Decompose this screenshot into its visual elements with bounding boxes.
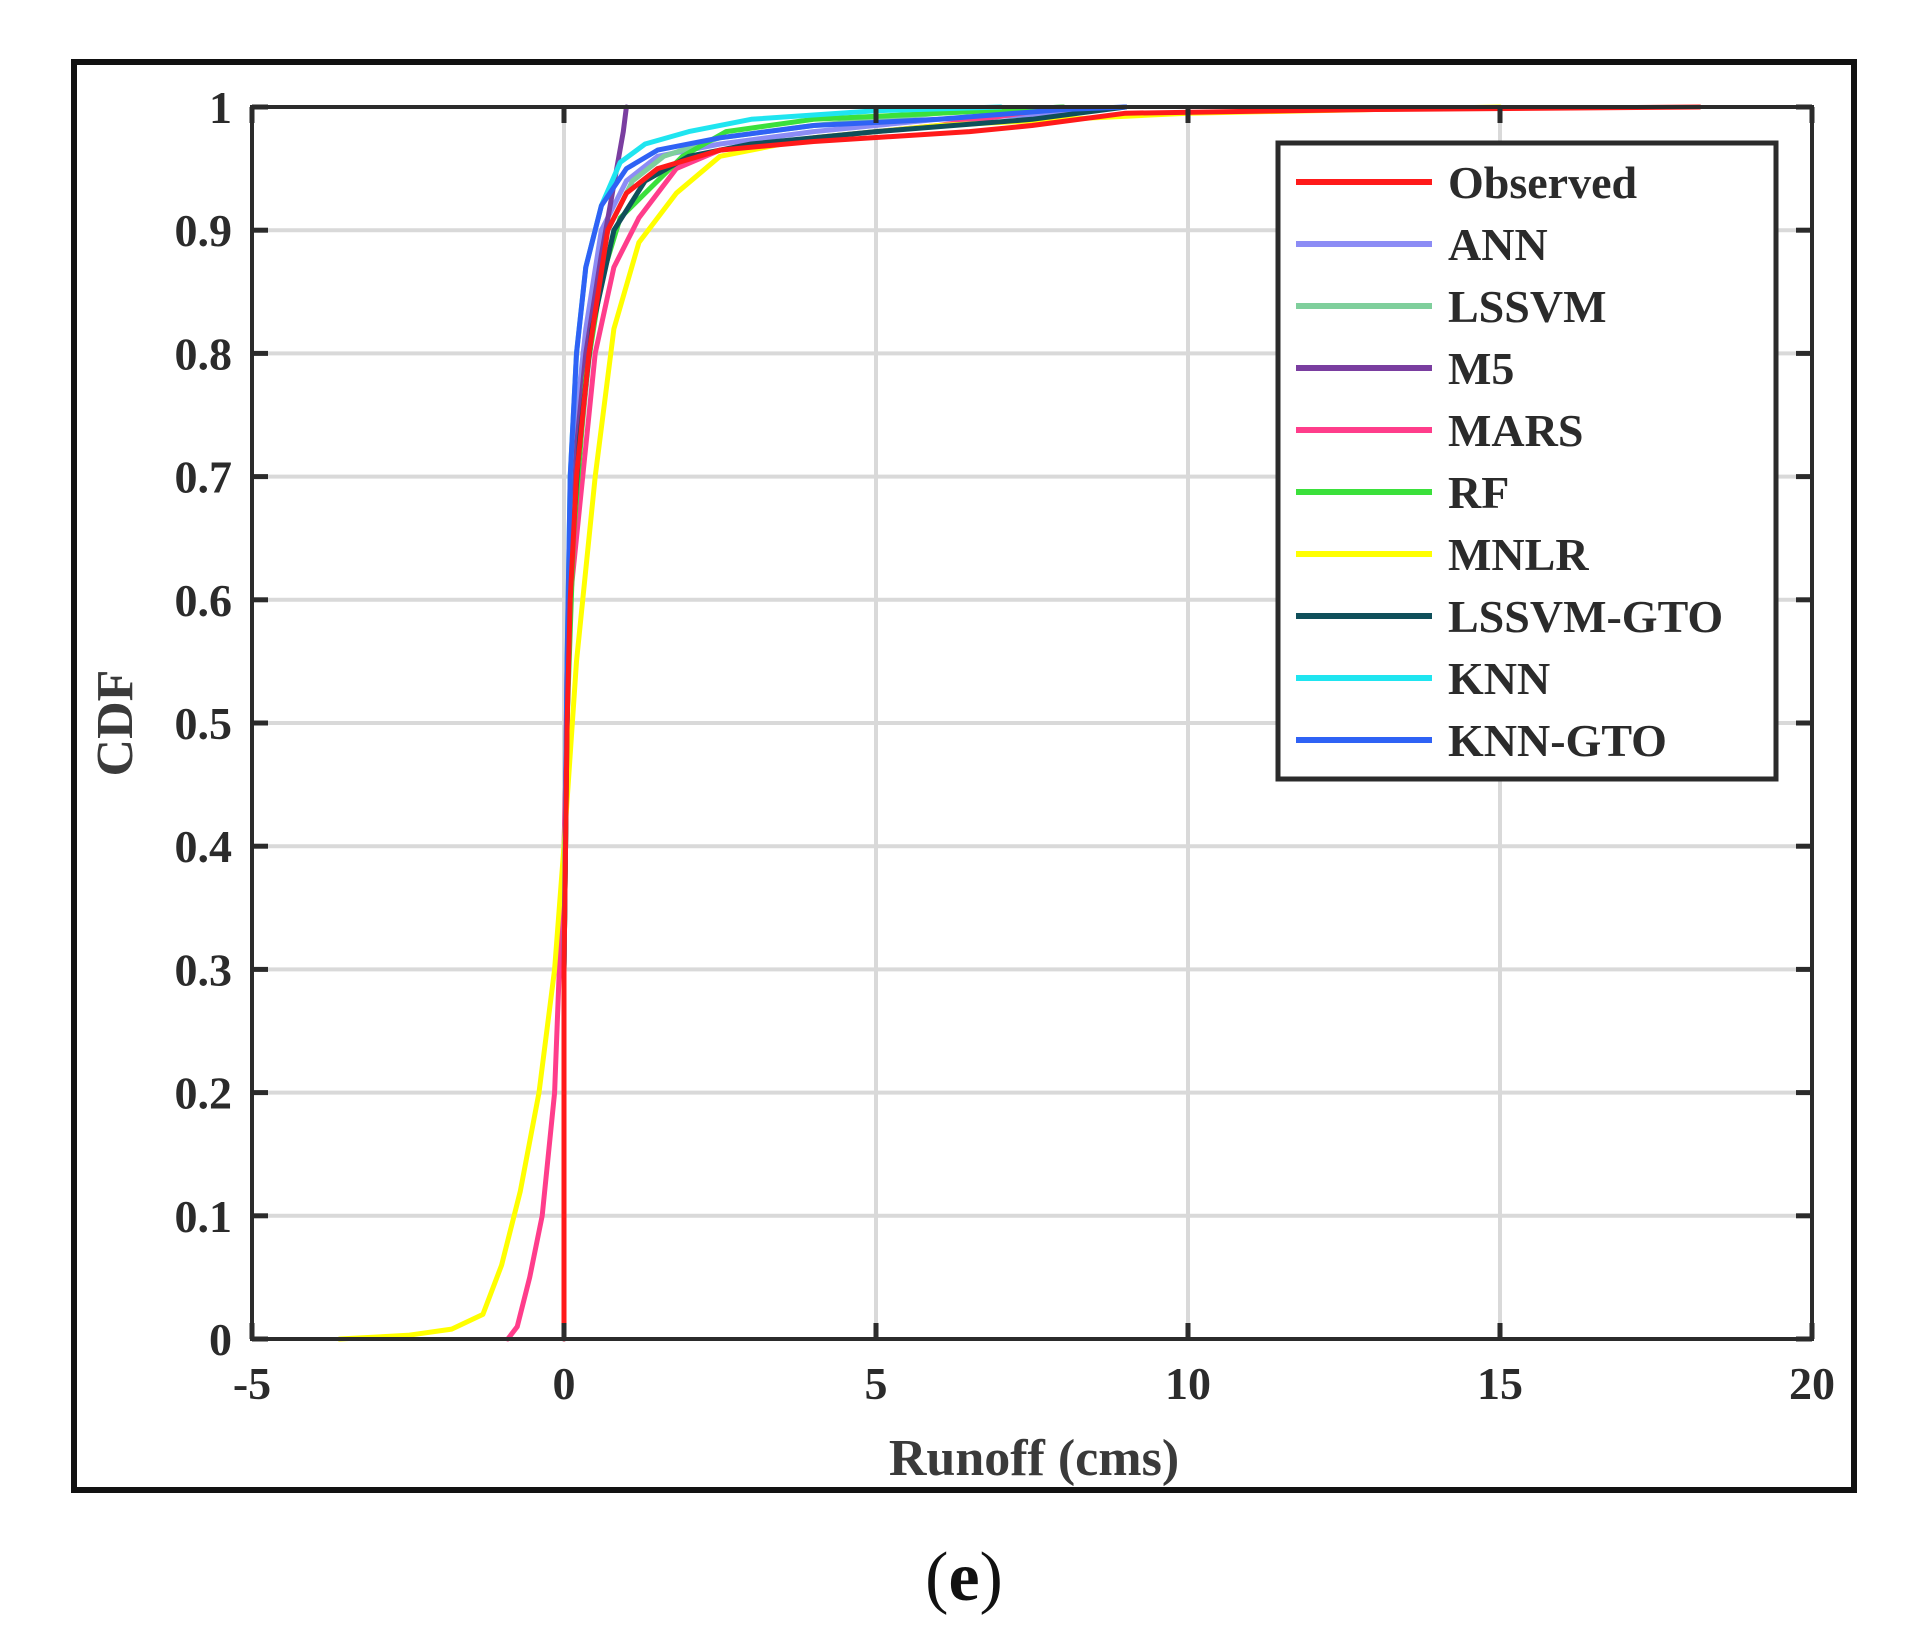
- y-tick-labels: 0 0.1 0.2 0.3 0.4 0.5 0.6 0.7 0.8 0.9 1: [175, 82, 233, 1365]
- panel-label-open: (: [925, 1539, 948, 1616]
- legend-label-observed: Observed: [1448, 157, 1638, 208]
- x-tick-label: 0: [553, 1358, 576, 1409]
- x-tick-labels: -5 0 5 10 15 20: [233, 1358, 1835, 1409]
- y-tick-label: 0.7: [175, 452, 233, 503]
- legend-label-mars: MARS: [1448, 405, 1583, 456]
- y-tick-label: 1: [209, 82, 232, 133]
- series-lines: [336, 104, 1703, 1342]
- y-tick-label: 0: [209, 1314, 232, 1365]
- y-tick-label: 0.4: [175, 821, 233, 872]
- x-tick-label: 10: [1165, 1358, 1211, 1409]
- legend: Observed ANN LSSVM M5 MARS RF MNLR LSSVM-GTO KNN…: [1275, 140, 1779, 782]
- x-tick-label: 5: [865, 1358, 888, 1409]
- x-tick-label: -5: [233, 1358, 271, 1409]
- legend-label-knn-gto: KNN-GTO: [1448, 715, 1667, 766]
- y-tick-label: 0.3: [175, 944, 233, 995]
- y-tick-label: 0.2: [175, 1068, 233, 1119]
- y-tick-label: 0.5: [175, 698, 233, 749]
- y-tick-label: 0.8: [175, 328, 233, 379]
- legend-box: [1275, 140, 1779, 782]
- panel-label-close: ): [980, 1539, 1003, 1616]
- legend-label-rf: RF: [1448, 467, 1509, 518]
- x-tick-label: 20: [1789, 1358, 1835, 1409]
- legend-label-mnlr: MNLR: [1448, 529, 1589, 580]
- legend-label-knn: KNN: [1448, 653, 1550, 704]
- y-axis-title: CDF: [87, 670, 144, 777]
- x-tick-label: 15: [1477, 1358, 1523, 1409]
- y-tick-label: 0.6: [175, 575, 233, 626]
- legend-label-lssvm: LSSVM: [1448, 281, 1606, 332]
- x-axis-title: Runoff (cms): [889, 1430, 1179, 1487]
- y-tick-label: 0.1: [175, 1191, 233, 1242]
- legend-label-m5: M5: [1448, 343, 1514, 394]
- legend-label-ann: ANN: [1448, 219, 1548, 270]
- y-tick-label: 0.9: [175, 205, 233, 256]
- legend-label-lssvm-gto: LSSVM-GTO: [1448, 591, 1723, 642]
- series-line-observed: [561, 104, 1703, 1342]
- panel-label-letter: e: [948, 1539, 979, 1616]
- panel-label: (e): [925, 1539, 1003, 1616]
- tick-marks: [249, 104, 1815, 1342]
